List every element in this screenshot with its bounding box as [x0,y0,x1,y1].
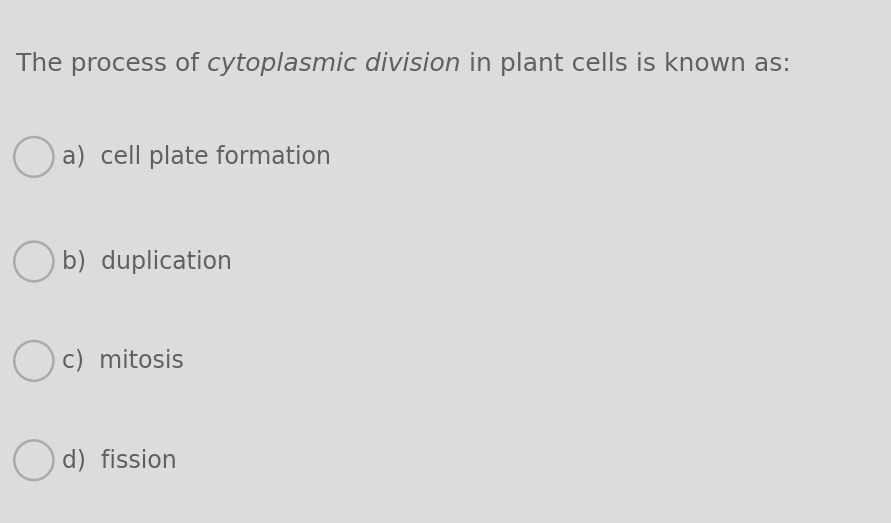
Text: a)  cell plate formation: a) cell plate formation [62,145,331,169]
Text: d)  fission: d) fission [62,448,177,472]
Text: cytoplasmic division: cytoplasmic division [208,52,461,76]
Text: b)  duplication: b) duplication [62,249,233,274]
Text: The process of: The process of [16,52,208,76]
Text: c)  mitosis: c) mitosis [62,349,184,373]
Text: in plant cells is known as:: in plant cells is known as: [461,52,790,76]
